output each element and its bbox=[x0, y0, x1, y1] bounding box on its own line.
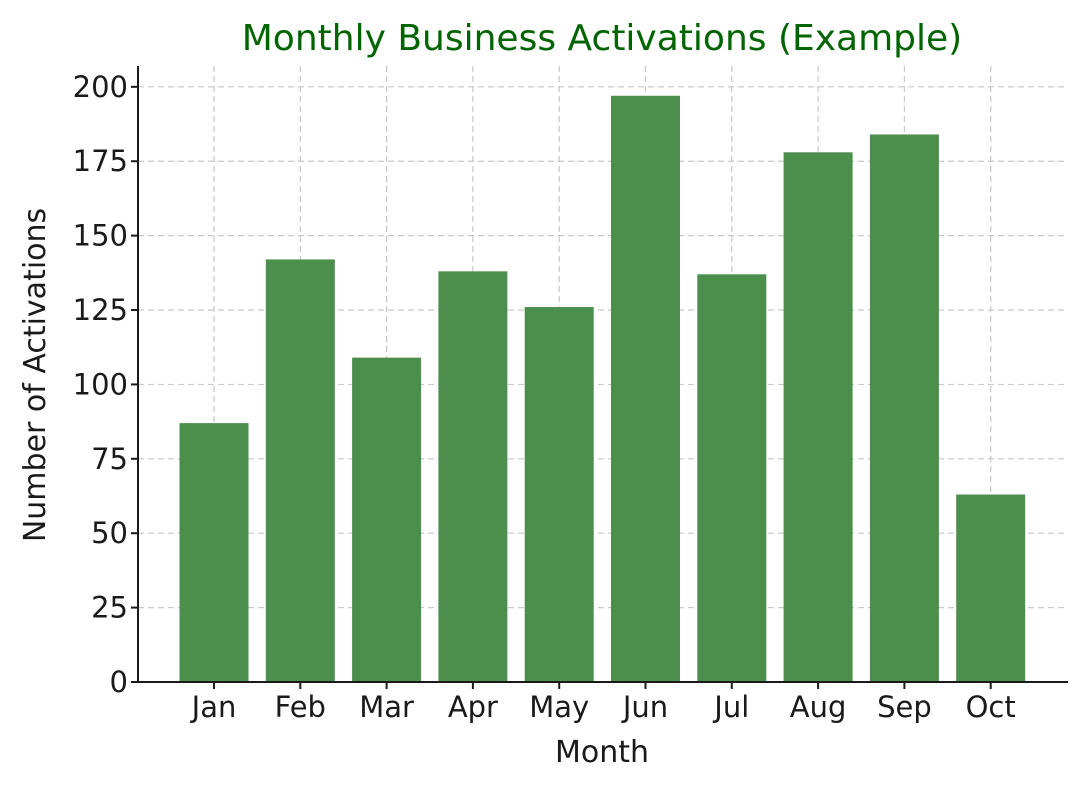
bar-feb bbox=[265, 259, 335, 682]
y-tick-label: 150 bbox=[73, 219, 128, 253]
bar-jul bbox=[697, 274, 767, 682]
bars bbox=[179, 95, 1026, 683]
y-tick-label: 100 bbox=[73, 367, 128, 401]
x-tick-label: Mar bbox=[359, 690, 414, 724]
x-tick-label: Oct bbox=[966, 690, 1016, 724]
y-tick-label: 0 bbox=[110, 665, 128, 699]
axes bbox=[137, 66, 1068, 683]
x-tick-label: Jun bbox=[621, 690, 668, 724]
x-tick-label: Aug bbox=[790, 690, 847, 724]
y-tick-label: 50 bbox=[91, 516, 128, 550]
x-tick-label: Jan bbox=[190, 690, 237, 724]
y-tick-label: 200 bbox=[73, 70, 128, 104]
y-tick-label: 25 bbox=[91, 591, 128, 625]
bar-aug bbox=[783, 152, 853, 683]
y-tick-label: 75 bbox=[91, 442, 128, 476]
x-tick-label: Sep bbox=[877, 690, 932, 724]
bar-jan bbox=[179, 423, 249, 682]
x-tick-label: Feb bbox=[275, 690, 326, 724]
x-axis-label: Month bbox=[555, 735, 649, 770]
y-tick-label: 175 bbox=[73, 144, 128, 178]
x-tick-label: Jul bbox=[712, 690, 749, 724]
y-ticks: 0 25 50 75 100 125 150 175 200 bbox=[73, 70, 138, 699]
bar-oct bbox=[956, 494, 1026, 682]
x-ticks: Jan Feb Mar Apr May Jun Jul Aug Sep Oct bbox=[190, 682, 1016, 724]
bar-jun bbox=[611, 95, 680, 683]
bar-apr bbox=[438, 271, 508, 682]
y-axis-label: Number of Activations bbox=[18, 208, 53, 542]
bar-may bbox=[524, 307, 594, 682]
bar-mar bbox=[352, 357, 422, 682]
chart-title: Monthly Business Activations (Example) bbox=[242, 18, 962, 59]
x-tick-label: May bbox=[529, 690, 589, 724]
x-tick-label: Apr bbox=[448, 690, 498, 724]
bar-sep bbox=[869, 134, 939, 682]
y-tick-label: 125 bbox=[73, 293, 128, 327]
